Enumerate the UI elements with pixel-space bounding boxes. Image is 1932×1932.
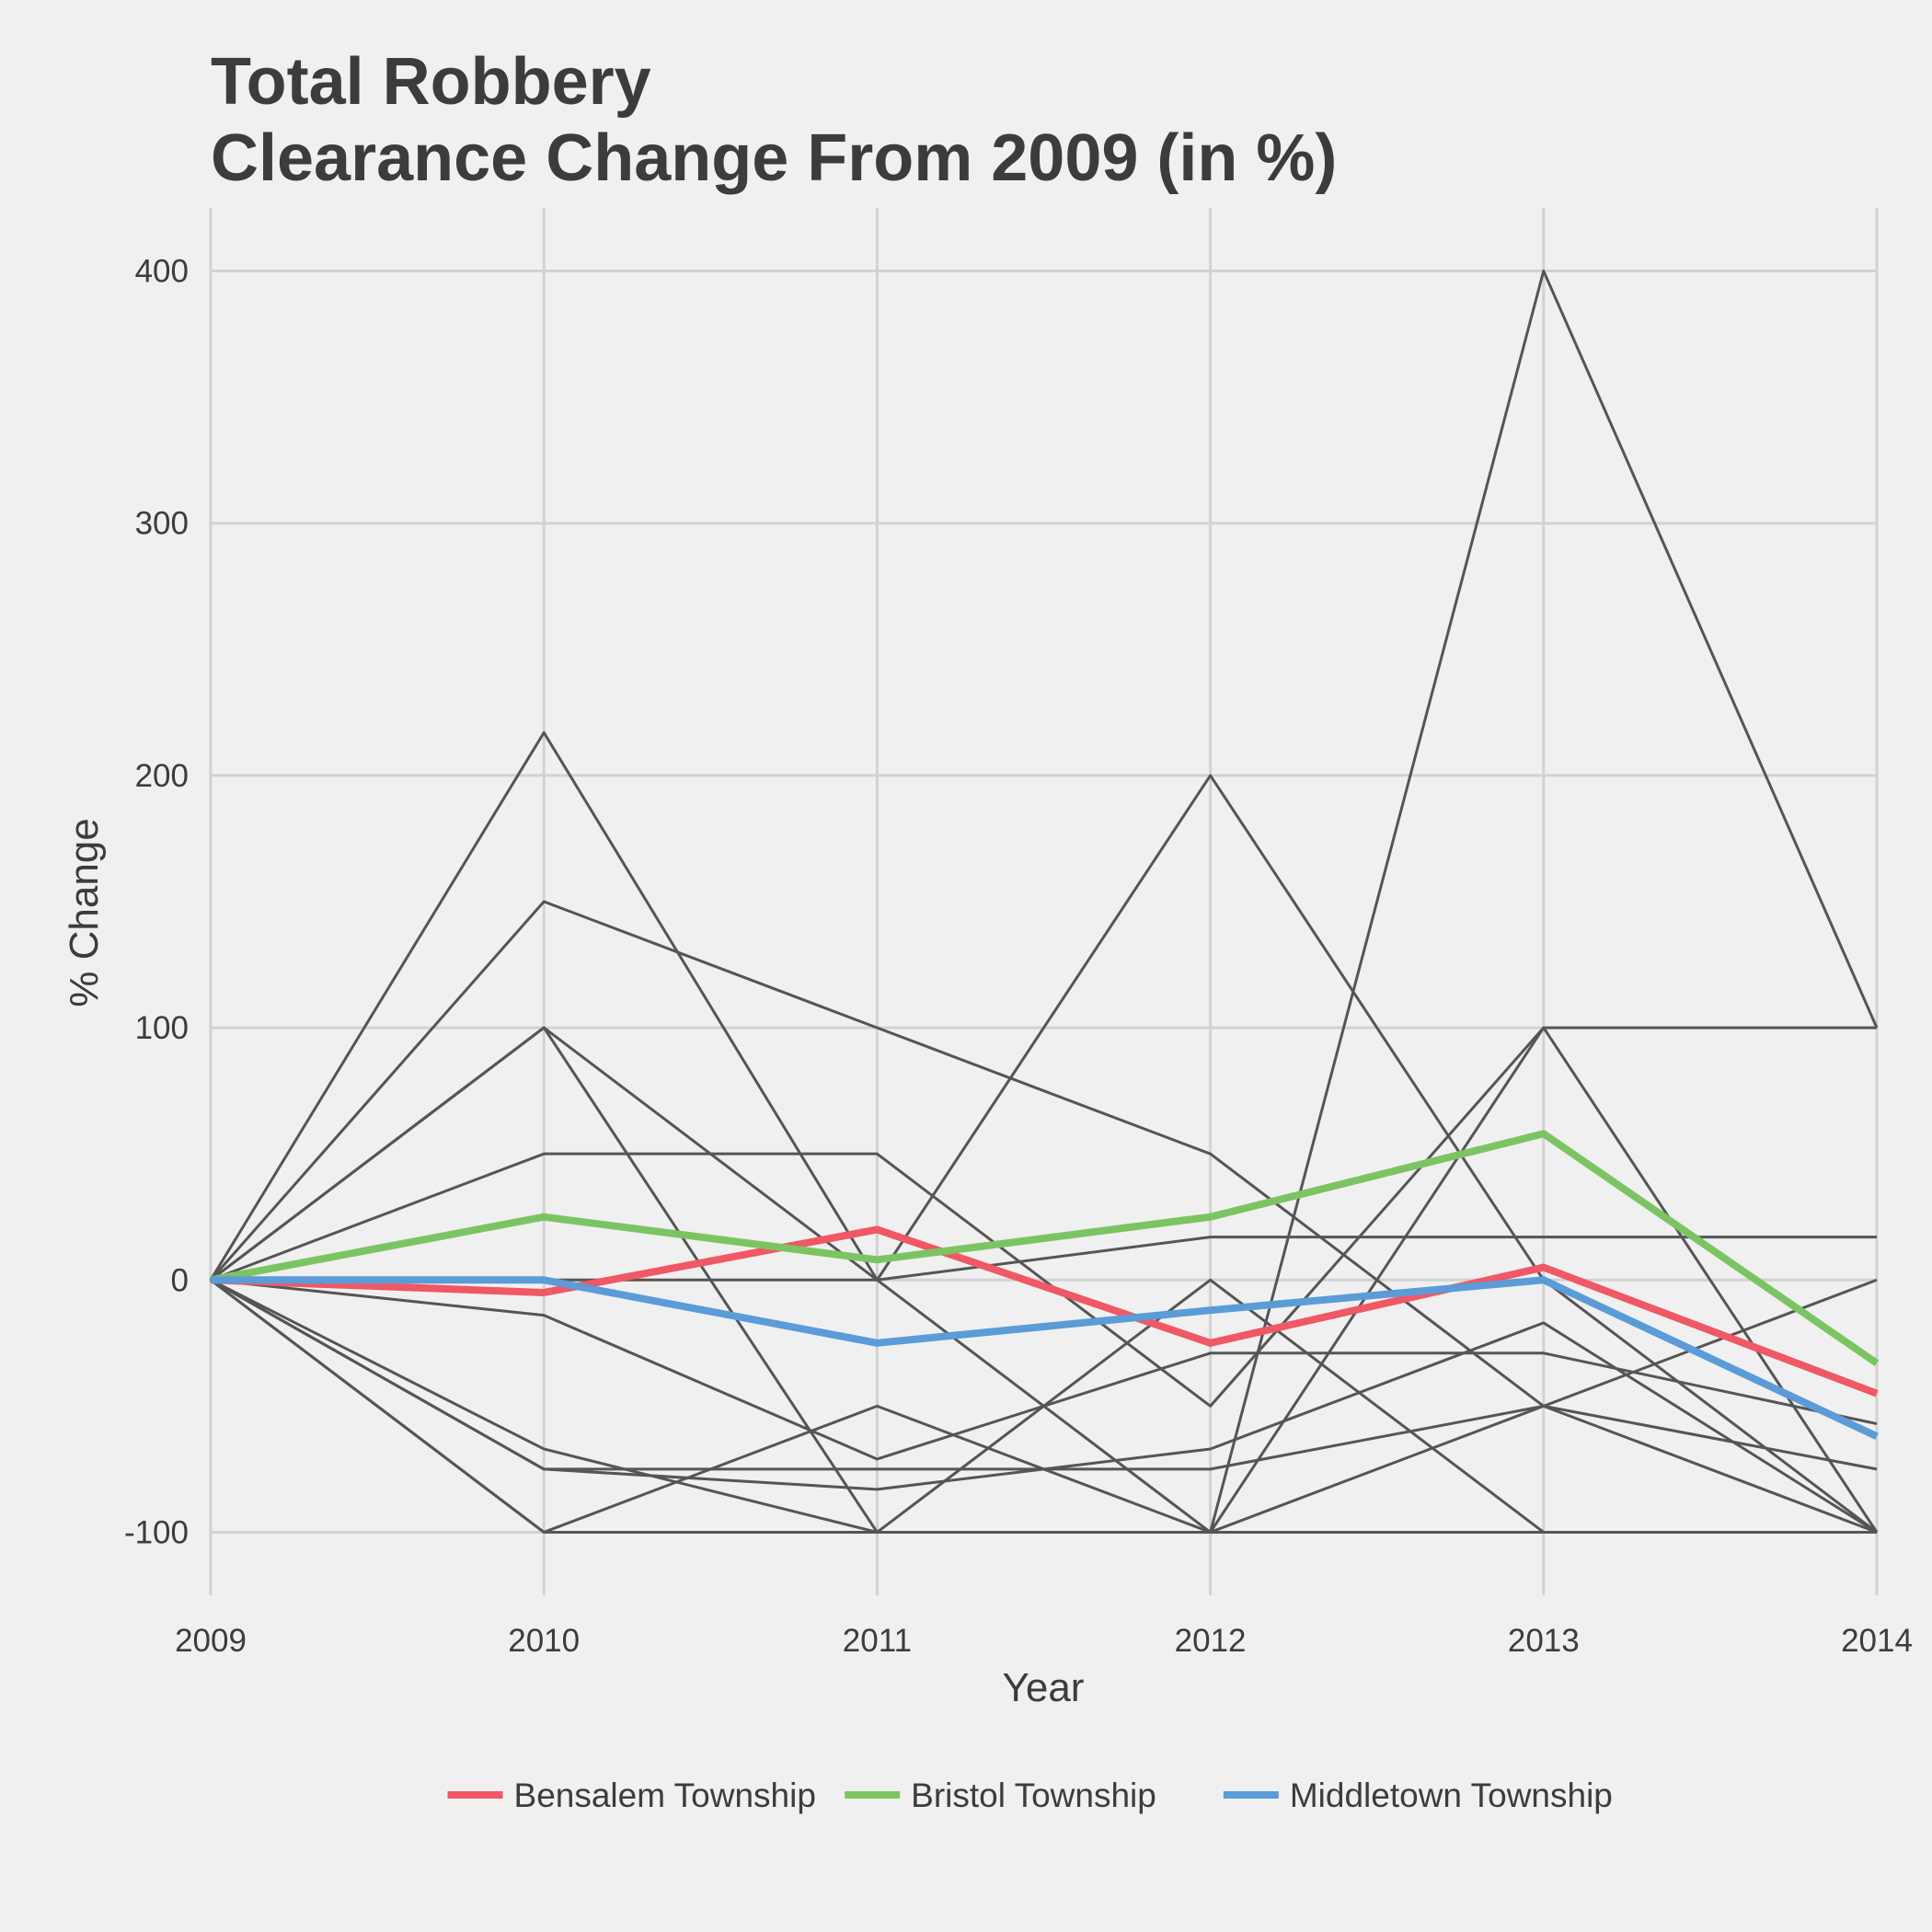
y-tick-label: 300: [135, 506, 189, 542]
y-tick-label: 200: [135, 758, 189, 794]
background-series-line: [209, 900, 1878, 1534]
series-line-bristol-township: [210, 1130, 1880, 1367]
chart-title: Total Robbery: [211, 45, 651, 119]
y-tick-label: 100: [135, 1010, 189, 1046]
y-tick-label: 0: [171, 1262, 189, 1298]
series-line-middletown-township: [211, 1276, 1879, 1440]
background-series: [209, 270, 1879, 1534]
series-line-bensalem-township: [210, 1225, 1879, 1397]
legend-label-bristol-township: Bristol Township: [911, 1777, 1156, 1814]
chart-subtitle: Clearance Change From 2009 (in %): [211, 121, 1337, 195]
x-tick-label: 2014: [1841, 1623, 1913, 1659]
background-series-line: [211, 1236, 1877, 1282]
x-tick-label: 2013: [1508, 1623, 1580, 1659]
x-tick-label: 2011: [843, 1623, 912, 1659]
x-axis-ticks: 2009 2010 2011 2012 2013 2014: [175, 1623, 1913, 1659]
legend-label-middletown-township: Middletown Township: [1290, 1777, 1613, 1814]
x-tick-label: 2012: [1175, 1623, 1247, 1659]
legend: Bensalem Township Bristol Township Middlet…: [447, 1777, 1613, 1814]
y-axis-title: % Change: [62, 818, 107, 1006]
legend-label-bensalem-township: Bensalem Township: [514, 1777, 816, 1814]
background-series-line: [210, 1278, 1878, 1461]
y-axis-ticks: -100 0 100 200 300 400: [124, 254, 189, 1551]
y-tick-label: 400: [135, 254, 189, 290]
x-tick-label: 2009: [175, 1623, 247, 1659]
x-tick-label: 2010: [508, 1623, 580, 1659]
x-axis-title: Year: [1003, 1665, 1085, 1710]
background-series-line: [210, 1279, 1877, 1534]
grid: [209, 208, 1879, 1595]
highlighted-series: [210, 1130, 1880, 1440]
background-series-line: [210, 1026, 1879, 1534]
y-tick-label: -100: [124, 1514, 189, 1550]
